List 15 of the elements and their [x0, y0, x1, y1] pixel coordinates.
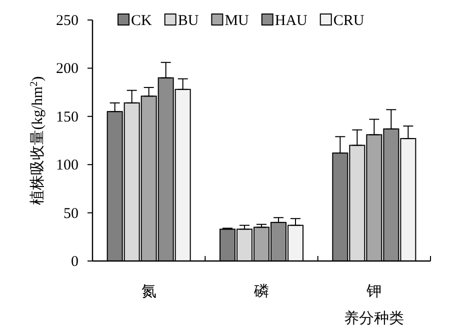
- x-tick-label: 钾: [366, 284, 382, 300]
- legend-label: CRU: [333, 13, 364, 29]
- legend-label: BU: [178, 13, 199, 29]
- y-tick-label: 100: [56, 158, 78, 174]
- y-tick-label: 250: [56, 13, 78, 29]
- y-tick-label: 150: [56, 109, 78, 126]
- y-tick-label: 50: [64, 206, 78, 222]
- y-tick-label: 0: [71, 254, 78, 270]
- y-tick-label: 200: [56, 61, 78, 78]
- x-tick-label: 磷: [253, 283, 269, 300]
- legend-label: MU: [224, 13, 250, 29]
- legend-label: HAU: [274, 13, 308, 29]
- legend-label: CK: [131, 13, 152, 29]
- x-axis-title: 养分种类: [344, 310, 404, 327]
- x-tick-label: 氮: [141, 284, 156, 300]
